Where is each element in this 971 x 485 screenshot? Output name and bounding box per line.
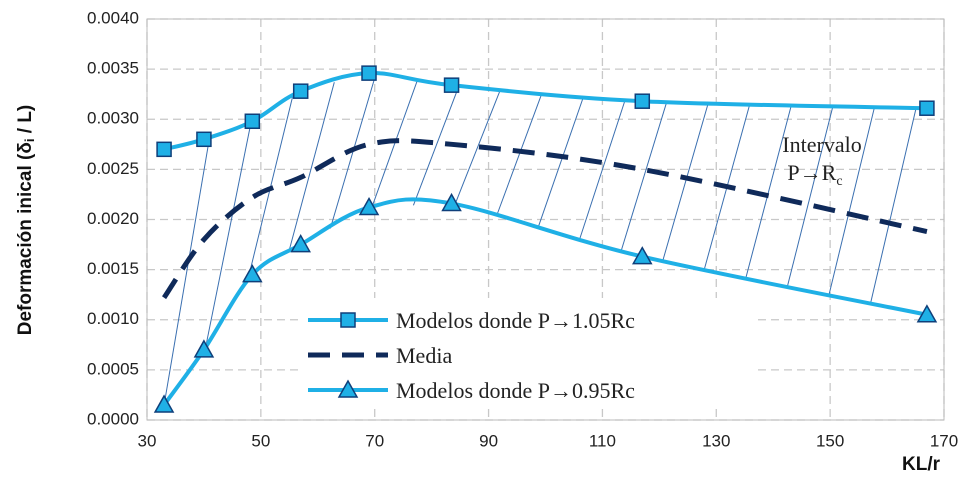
marker-square: [361, 65, 377, 81]
series-line: [163, 71, 927, 152]
y-tick-label: 0.0025: [87, 159, 139, 178]
marker-triangle: [441, 192, 462, 212]
hatch-line: [828, 106, 876, 295]
hatch-line: [163, 137, 211, 406]
x-tick-label: 30: [138, 431, 157, 450]
x-tick-label: 170: [930, 431, 958, 450]
y-tick-label: 0.0015: [87, 259, 139, 278]
hatch-line: [496, 92, 543, 217]
y-label-main: Deformación inical (δ: [15, 142, 36, 335]
y-tick-label: 0.0000: [87, 409, 139, 428]
x-tick-label: 110: [589, 431, 616, 450]
y-tick-label: 0.0010: [87, 309, 139, 328]
hatch-line: [412, 85, 460, 206]
hatch-line: [371, 80, 418, 208]
hatch-line: [454, 89, 501, 205]
y-tick-label: 0.0040: [87, 8, 139, 27]
marker-square: [634, 93, 651, 109]
y-tick-label: 0.0030: [87, 109, 139, 128]
marker-triangle: [242, 264, 263, 283]
x-tick-label: 70: [365, 431, 384, 450]
marker-triangle: [290, 234, 311, 253]
annotation-sub: c: [836, 174, 842, 189]
y-axis-label: Deformación inical (δi / L): [15, 105, 37, 336]
x-tick-label: 50: [251, 431, 270, 450]
hatch-line: [620, 101, 668, 251]
y-tick-label: 0.0035: [87, 59, 139, 78]
marker-triangle: [631, 246, 653, 265]
marker-triangle: [193, 339, 215, 358]
marker-triangle: [916, 304, 938, 323]
marker-square: [196, 131, 212, 148]
hatch-line: [205, 121, 252, 348]
marker-square: [919, 100, 935, 116]
marker-square: [244, 113, 261, 130]
hatch-line: [786, 105, 834, 287]
marker-square: [340, 312, 356, 328]
marker-triangle: [153, 394, 175, 413]
legend-label: Modelos donde P→1.05Rc: [396, 308, 635, 333]
marker-triangle: [337, 379, 359, 398]
annotation-line1: Intervalo: [782, 132, 861, 157]
y-tick-label: 0.0020: [87, 209, 139, 228]
series-line: [162, 138, 928, 300]
marker-square: [443, 77, 460, 93]
hatch-line: [579, 99, 626, 240]
x-tick-label: 150: [816, 431, 844, 450]
marker-square: [292, 83, 309, 99]
legend-label: Modelos donde P→0.95Rc: [396, 378, 635, 403]
hatch-line: [288, 82, 335, 253]
x-axis-label: KL/r: [902, 454, 941, 475]
hatch-line: [537, 96, 585, 228]
y-label-sub: i: [22, 139, 37, 143]
annotation-line2: P→R: [787, 160, 836, 185]
x-tick-label: 130: [702, 431, 730, 450]
y-tick-label: 0.0005: [87, 359, 139, 378]
annotation: Intervalo P→Rc: [782, 132, 861, 189]
series-line: [162, 197, 928, 407]
hatch-line: [662, 102, 709, 261]
marker-square: [156, 141, 172, 158]
x-tick-label: 90: [479, 431, 498, 450]
hatch-line: [870, 107, 917, 304]
legend-label: Media: [396, 343, 452, 368]
hatch-line: [745, 104, 792, 278]
marker-triangle: [358, 196, 380, 216]
plot-frame: [146, 18, 945, 421]
y-label-end: / L): [15, 105, 36, 139]
